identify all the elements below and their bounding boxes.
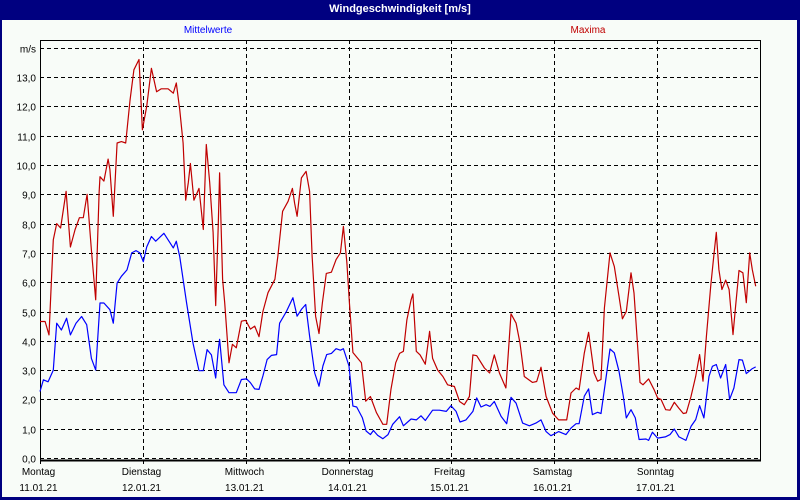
- x-tick-day-label: Dienstag: [122, 467, 161, 478]
- y-tick-label: 0,0: [22, 455, 36, 466]
- legend: Mittelwerte Maxima: [184, 25, 606, 36]
- x-tick-day-label: Montag: [22, 467, 55, 478]
- plot-area-border: [40, 40, 761, 461]
- y-tick-label: 8,0: [22, 221, 36, 232]
- y-tick-label: 10,0: [17, 162, 37, 173]
- x-tick-date-label: 16.01.21: [533, 483, 572, 494]
- y-tick-label: 6,0: [22, 279, 36, 290]
- x-tick-day-label: Sonntag: [637, 467, 674, 478]
- y-tick-label: 2,0: [22, 396, 36, 407]
- axes: 0,0 1,0 2,0 3,0 4,0 5,0 6,0 7,0 8,0 9,0 10,0 11,0 12…: [17, 40, 761, 494]
- x-tick-date-label: 17.01.21: [636, 483, 675, 494]
- y-tick-label: 3,0: [22, 367, 36, 378]
- x-tick-date-label: 15.01.21: [430, 483, 469, 494]
- x-tick-date-label: 11.01.21: [19, 483, 58, 494]
- window-title: Windgeschwindigkeit [m/s]: [329, 3, 471, 15]
- x-tick-day-label: Donnerstag: [322, 467, 374, 478]
- series-line-maxima: [40, 58, 757, 425]
- legend-item-mittelwerte: Mittelwerte: [184, 25, 233, 36]
- x-tick-day-label: Mittwoch: [225, 467, 264, 478]
- y-tick-label: 5,0: [22, 309, 36, 320]
- legend-item-maxima: Maxima: [570, 25, 605, 36]
- y-tick-label: 4,0: [22, 338, 36, 349]
- x-tick-date-label: 12.01.21: [122, 483, 161, 494]
- x-tick-date-label: 14.01.21: [328, 483, 367, 494]
- series-line-mittelwerte: [39, 232, 756, 441]
- x-tick-day-label: Samstag: [533, 467, 572, 478]
- x-tick-date-label: 13.01.21: [225, 483, 264, 494]
- y-axis-unit-label: m/s: [20, 45, 36, 56]
- x-tick-day-label: Freitag: [434, 467, 465, 478]
- y-tick-label: 11,0: [17, 133, 36, 144]
- y-tick-label: 1,0: [22, 426, 36, 437]
- y-tick-label: 13,0: [17, 74, 37, 85]
- series-lines: [39, 58, 757, 441]
- grid: [40, 40, 760, 464]
- y-tick-label: 12,0: [17, 103, 37, 114]
- wind-chart: 0,0 1,0 2,0 3,0 4,0 5,0 6,0 7,0 8,0 9,0 10,0 11,0 12…: [17, 25, 761, 494]
- y-tick-label: 9,0: [22, 191, 36, 202]
- chart-panel: 0,0 1,0 2,0 3,0 4,0 5,0 6,0 7,0 8,0 9,0 10,0 11,0 12…: [2, 20, 797, 497]
- y-tick-label: 7,0: [22, 250, 36, 261]
